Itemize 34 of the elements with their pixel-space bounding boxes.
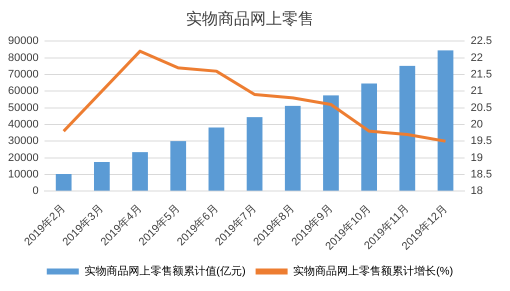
bar [361, 84, 378, 191]
bar [284, 106, 301, 191]
y2-tick-label: 20 [470, 118, 483, 131]
y2-tick-label: 19.5 [470, 135, 492, 148]
y2-tick-label: 18 [470, 185, 483, 198]
bar [208, 128, 224, 191]
y-tick-label: 70000 [8, 68, 39, 81]
y-tick-label: 30000 [8, 135, 39, 148]
y2-tick-label: 19 [470, 152, 483, 164]
chart-title: 实物商品网上零售 [186, 10, 314, 28]
y2-tick-label: 21 [470, 85, 483, 98]
y2-tick-label: 18.5 [470, 168, 492, 181]
y-tick-label: 60000 [8, 85, 39, 98]
y2-tick-label: 21.5 [470, 68, 492, 81]
bar [94, 162, 110, 191]
y2-tick-label: 22 [470, 52, 483, 64]
y2-tick-label: 20.5 [470, 102, 492, 114]
y2-tick-label: 22.5 [470, 35, 492, 48]
legend-label: 实物商品网上零售额累计值(亿元) [84, 264, 246, 278]
y-tick-label: 50000 [8, 102, 39, 114]
bar [56, 174, 72, 191]
y-tick-label: 0 [32, 185, 39, 198]
y-tick-label: 80000 [8, 52, 39, 64]
bar [399, 66, 416, 191]
bar [323, 95, 339, 191]
bar [170, 141, 186, 191]
bar [246, 117, 262, 191]
bar [438, 50, 454, 191]
y-tick-label: 90000 [8, 35, 39, 48]
bar [132, 152, 148, 191]
y-tick-label: 20000 [8, 152, 39, 164]
y-tick-label: 40000 [8, 118, 39, 131]
legend-label: 实物商品网上零售额累计增长(%) [293, 264, 454, 278]
y-tick-label: 10000 [8, 168, 39, 181]
